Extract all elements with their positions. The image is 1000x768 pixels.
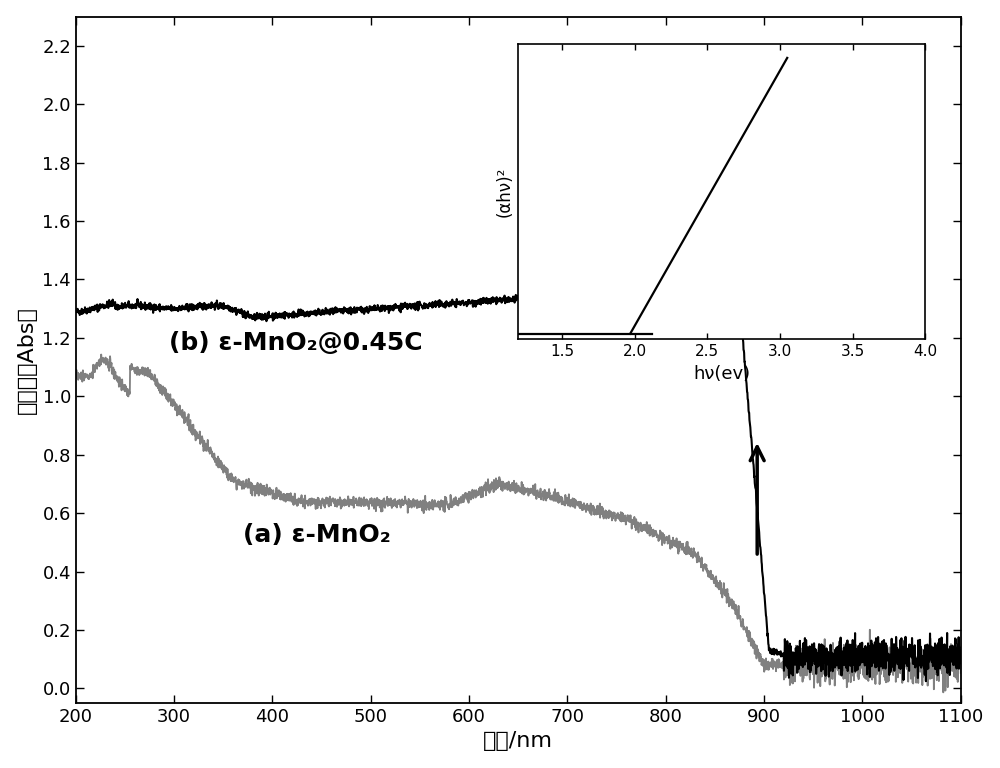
- X-axis label: 波长/nm: 波长/nm: [483, 731, 553, 751]
- Text: (b) ε-MnO₂@0.45C: (b) ε-MnO₂@0.45C: [169, 330, 423, 355]
- Y-axis label: 吸光度（Abs）: 吸光度（Abs）: [17, 306, 37, 414]
- Text: (a) ε-MnO₂: (a) ε-MnO₂: [243, 523, 391, 548]
